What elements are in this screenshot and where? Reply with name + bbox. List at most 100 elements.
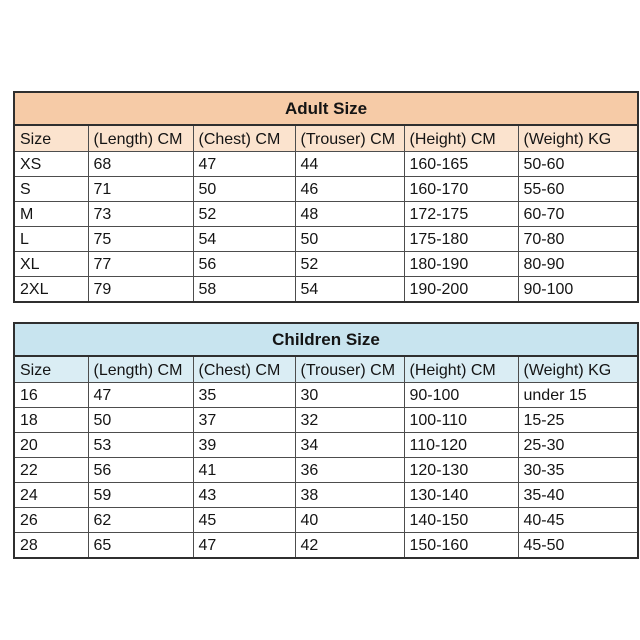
- column-header: Size: [13, 355, 89, 383]
- cell: 45: [192, 507, 296, 533]
- cell: 62: [87, 507, 194, 533]
- cell: 38: [294, 482, 405, 508]
- children-header-row: Size (Length) CM (Chest) CM (Trouser) CM (He…: [13, 355, 639, 383]
- table-row: 26 62 45 40 140-150 40-45: [13, 507, 639, 533]
- cell: XL: [13, 251, 89, 277]
- cell: 47: [192, 532, 296, 559]
- cell: 56: [192, 251, 296, 277]
- cell: S: [13, 176, 89, 202]
- cell: 60-70: [517, 201, 639, 227]
- cell: 52: [192, 201, 296, 227]
- cell: 180-190: [403, 251, 519, 277]
- cell: 55-60: [517, 176, 639, 202]
- cell: 59: [87, 482, 194, 508]
- cell: 37: [192, 407, 296, 433]
- cell: 35-40: [517, 482, 639, 508]
- children-table-title: Children Size: [13, 322, 639, 357]
- adult-table-body: XS 68 47 44 160-165 50-60 S 71 50 46 160-170 55-60 M…: [13, 151, 639, 303]
- cell: 48: [294, 201, 405, 227]
- column-header: Size: [13, 124, 89, 152]
- cell: 90-100: [517, 276, 639, 303]
- cell: 50: [192, 176, 296, 202]
- cell: 50: [87, 407, 194, 433]
- table-row: S 71 50 46 160-170 55-60: [13, 176, 639, 202]
- cell: 47: [192, 151, 296, 177]
- cell: 36: [294, 457, 405, 483]
- cell: 43: [192, 482, 296, 508]
- cell: 15-25: [517, 407, 639, 433]
- cell: 150-160: [403, 532, 519, 559]
- cell: 130-140: [403, 482, 519, 508]
- table-row: 20 53 39 34 110-120 25-30: [13, 432, 639, 458]
- cell: 28: [13, 532, 89, 559]
- cell: 172-175: [403, 201, 519, 227]
- cell: 20: [13, 432, 89, 458]
- table-row: 18 50 37 32 100-110 15-25: [13, 407, 639, 433]
- cell: 40: [294, 507, 405, 533]
- adult-title-row: Adult Size: [13, 91, 639, 126]
- cell: 35: [192, 382, 296, 408]
- column-header: (Length) CM: [87, 124, 194, 152]
- table-row: 22 56 41 36 120-130 30-35: [13, 457, 639, 483]
- cell: 30-35: [517, 457, 639, 483]
- cell: 80-90: [517, 251, 639, 277]
- cell: 30: [294, 382, 405, 408]
- cell: 175-180: [403, 226, 519, 252]
- cell: 16: [13, 382, 89, 408]
- cell: 110-120: [403, 432, 519, 458]
- cell: 44: [294, 151, 405, 177]
- cell: 90-100: [403, 382, 519, 408]
- table-row: XL 77 56 52 180-190 80-90: [13, 251, 639, 277]
- cell: 73: [87, 201, 194, 227]
- table-row: 16 47 35 30 90-100 under 15: [13, 382, 639, 408]
- cell: XS: [13, 151, 89, 177]
- cell: 50: [294, 226, 405, 252]
- column-header: (Trouser) CM: [294, 124, 405, 152]
- cell: 32: [294, 407, 405, 433]
- column-header: (Weight) KG: [517, 124, 639, 152]
- cell: 120-130: [403, 457, 519, 483]
- cell: 53: [87, 432, 194, 458]
- cell: 39: [192, 432, 296, 458]
- table-row: 24 59 43 38 130-140 35-40: [13, 482, 639, 508]
- cell: 79: [87, 276, 194, 303]
- cell: under 15: [517, 382, 639, 408]
- cell: 75: [87, 226, 194, 252]
- cell: 50-60: [517, 151, 639, 177]
- cell: 54: [192, 226, 296, 252]
- column-header: (Chest) CM: [192, 355, 296, 383]
- cell: 24: [13, 482, 89, 508]
- table-row: XS 68 47 44 160-165 50-60: [13, 151, 639, 177]
- cell: 77: [87, 251, 194, 277]
- cell: 2XL: [13, 276, 89, 303]
- cell: 58: [192, 276, 296, 303]
- cell: M: [13, 201, 89, 227]
- children-title-row: Children Size: [13, 322, 639, 357]
- table-row: M 73 52 48 172-175 60-70: [13, 201, 639, 227]
- cell: 22: [13, 457, 89, 483]
- table-row: 2XL 79 58 54 190-200 90-100: [13, 276, 639, 303]
- children-table-body: 16 47 35 30 90-100 under 15 18 50 37 32 100-110 15-…: [13, 382, 639, 559]
- adult-table-title: Adult Size: [13, 91, 639, 126]
- cell: 46: [294, 176, 405, 202]
- cell: 190-200: [403, 276, 519, 303]
- cell: 70-80: [517, 226, 639, 252]
- cell: 71: [87, 176, 194, 202]
- cell: 41: [192, 457, 296, 483]
- cell: 65: [87, 532, 194, 559]
- cell: 18: [13, 407, 89, 433]
- column-header: (Height) CM: [403, 124, 519, 152]
- cell: 26: [13, 507, 89, 533]
- cell: 47: [87, 382, 194, 408]
- table-row: L 75 54 50 175-180 70-80: [13, 226, 639, 252]
- cell: 40-45: [517, 507, 639, 533]
- cell: L: [13, 226, 89, 252]
- table-row: 28 65 47 42 150-160 45-50: [13, 532, 639, 559]
- adult-size-table: Adult Size Size (Length) CM (Chest) CM (Tro…: [13, 91, 640, 303]
- cell: 25-30: [517, 432, 639, 458]
- column-header: (Weight) KG: [517, 355, 639, 383]
- column-header: (Trouser) CM: [294, 355, 405, 383]
- cell: 140-150: [403, 507, 519, 533]
- cell: 68: [87, 151, 194, 177]
